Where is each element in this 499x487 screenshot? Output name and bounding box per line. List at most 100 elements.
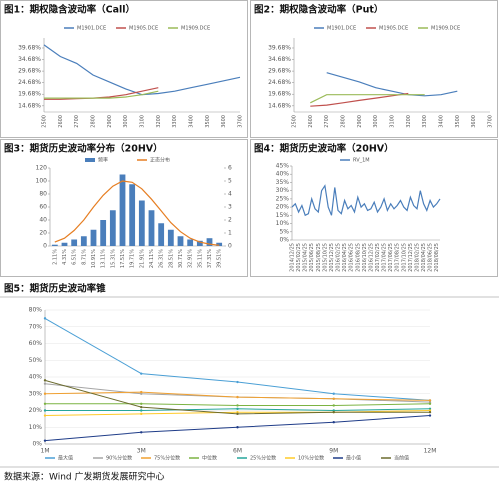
x-tick-label: 3000 [123, 115, 129, 128]
y-tick-label: 39.68% [268, 44, 291, 51]
bar [158, 223, 165, 246]
x-tick-label: 37.31% [207, 249, 213, 268]
bar [187, 239, 194, 246]
x-tick-label: 12M [424, 448, 437, 455]
x-tick-label: 28.51% [168, 249, 174, 268]
point [428, 407, 432, 411]
y-tick-label: 40% [29, 374, 43, 381]
x-tick-label: 3500 [205, 115, 211, 128]
bar [109, 210, 116, 246]
x-tick-label: 2015/04/25 [303, 243, 309, 272]
x-tick-label: 3M [137, 448, 146, 455]
legend-label: RV_1M [353, 158, 370, 164]
x-tick-label: 32.91% [188, 249, 194, 268]
x-tick-label: 2015/02/25 [296, 243, 302, 272]
x-tick-label: 17.51% [120, 249, 126, 268]
x-tick-label: 3200 [156, 115, 162, 128]
point [332, 392, 335, 395]
x-tick-label: 3000 [373, 115, 379, 128]
point [140, 405, 143, 409]
bar [129, 184, 136, 246]
x-tick-label: 2014/12/25 [290, 243, 296, 272]
legend-label: 最小值 [346, 455, 361, 462]
bar [196, 240, 203, 246]
point [332, 410, 335, 414]
point [43, 402, 47, 405]
y-tick-label: 80% [29, 307, 43, 314]
y-tick-label: 0% [279, 237, 289, 244]
x-tick-label: 2015/10/25 [322, 243, 328, 272]
x-tick-label: 2017/04/25 [382, 243, 388, 272]
y-tick-label: 30% [29, 390, 43, 397]
bar [148, 210, 155, 246]
bar [100, 220, 107, 246]
panel-frame [250, 139, 498, 277]
y-tick-label: 60 [39, 204, 47, 211]
legend-label: 25%分位数 [250, 455, 276, 462]
x-tick-label: 2700 [74, 115, 80, 128]
x-tick-label: 19.71% [130, 249, 136, 268]
x-tick-label: 3600 [471, 115, 477, 128]
x-tick-label: 2017/10/25 [401, 243, 407, 272]
x-tick-label: 3300 [172, 115, 178, 128]
y-tick-label: 70% [29, 323, 43, 330]
x-tick-label: 3600 [221, 115, 227, 128]
x-tick-label: 2600 [58, 115, 64, 128]
point [428, 410, 432, 414]
x-tick-label: 3200 [406, 115, 412, 128]
legend-label: M1905.DCE [129, 26, 158, 32]
point [236, 410, 239, 414]
point [236, 395, 239, 399]
x-tick-label: 21.91% [139, 249, 145, 268]
legend-label: 频率 [98, 157, 108, 164]
x-tick-label: 3100 [140, 115, 146, 128]
x-tick-label: 3500 [455, 115, 461, 128]
point [332, 409, 335, 412]
x-tick-label: 24.11% [149, 249, 155, 268]
bar [61, 242, 68, 246]
point [428, 414, 432, 417]
y-tick-label: 14.68% [268, 102, 291, 109]
y-tick-label: 24.68% [18, 79, 41, 86]
x-tick-label: 15.31% [110, 249, 116, 268]
x-tick-label: 30.71% [178, 249, 184, 268]
x-tick-label: 2900 [357, 115, 363, 128]
point [428, 402, 432, 405]
legend-label: M1909.DCE [181, 26, 210, 32]
point [428, 399, 432, 402]
x-tick-label: 35.11% [197, 249, 203, 268]
x-tick-label: 2.11% [52, 249, 58, 265]
legend-label: M1909.DCE [431, 26, 460, 32]
y-tick-label: 30% [276, 187, 290, 194]
y-tick-label: 29.68% [18, 68, 41, 75]
point [236, 407, 239, 411]
point [332, 397, 335, 400]
y2-tick-label: 3 [228, 204, 232, 211]
point [140, 390, 143, 394]
y-tick-label: 45% [276, 163, 290, 170]
bar [167, 229, 174, 246]
point [43, 392, 47, 395]
panel-frame [0, 0, 248, 138]
point [140, 392, 143, 395]
y-tick-label: 34.68% [268, 56, 291, 63]
point [236, 426, 239, 429]
x-tick-label: 6M [233, 448, 242, 455]
y-tick-label: 20% [276, 204, 290, 211]
y-tick-label: 80 [39, 191, 47, 198]
y-tick-label: 0 [43, 243, 47, 250]
y-tick-label: 0% [32, 441, 42, 448]
x-tick-label: 2016/08/25 [355, 243, 361, 272]
point [236, 380, 239, 384]
x-tick-label: 10.91% [91, 249, 97, 268]
x-tick-label: 2016/02/25 [336, 243, 342, 272]
bar [119, 174, 126, 246]
y2-tick-label: 1 [228, 230, 232, 237]
y-tick-label: 15% [276, 212, 290, 219]
panel-frame [0, 139, 248, 277]
y-tick-label: 5% [279, 228, 289, 235]
y-tick-label: 29.68% [268, 68, 291, 75]
bar [80, 236, 87, 246]
point [236, 412, 239, 416]
